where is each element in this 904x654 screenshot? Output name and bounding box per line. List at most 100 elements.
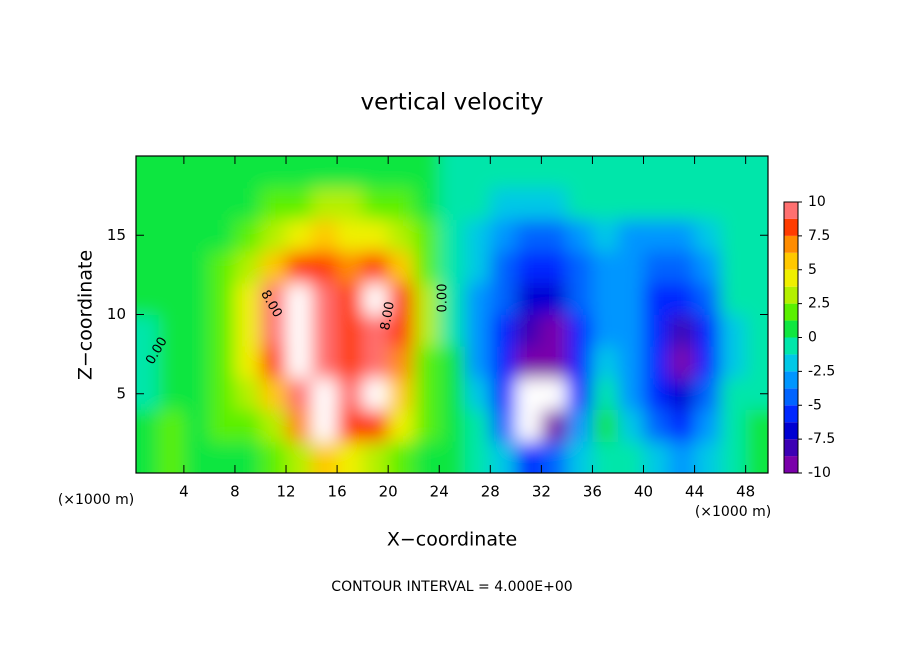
field-cell [388,156,415,189]
field-cell [158,156,185,189]
field-cell [515,441,542,473]
field-cell [515,346,542,379]
field-cell [745,441,768,473]
colorbar-segment [784,235,798,253]
field-cell [260,346,287,379]
field-cell [362,409,389,442]
field-cell [234,187,261,220]
field-cell [566,219,593,252]
field-cell [439,156,466,189]
x-tick-label: 28 [481,483,500,501]
field-cell [745,219,768,252]
field-cell [234,377,261,411]
colorbar-tick-label: 2.5 [808,296,830,312]
field-cell [720,314,747,347]
field-cell [643,346,670,379]
field [136,156,768,473]
field-cell [464,377,491,411]
field-cell [490,441,517,473]
field-cell [643,251,670,284]
field-cell [183,346,210,379]
field-cell [566,346,593,379]
field-cell [388,219,415,252]
field-cell [183,314,210,347]
field-cell [234,219,261,252]
field-cell [592,377,619,411]
field-cell [515,314,542,347]
field-cell [669,282,696,315]
field-cell [617,441,645,473]
field-cell [260,187,287,220]
field-cell [183,187,210,220]
x-tick-label: 16 [328,483,347,501]
field-cell [388,187,415,220]
field-cell [541,156,568,189]
field-cell [694,187,721,220]
field-cell [311,314,338,347]
field-cell [413,251,440,284]
field-cell [643,377,670,411]
field-cell [439,219,466,252]
field-cell [566,377,593,411]
field-cell [617,314,645,347]
field-cell [337,251,364,284]
field-cell [669,314,696,347]
field-cell [439,377,466,411]
field-cell [464,251,491,284]
colorbar-tick-label: 10 [808,194,826,210]
field-cell [464,346,491,379]
field-cell [745,156,768,189]
field-cell [566,156,593,189]
colorbar-segment [784,269,798,287]
field-cell [694,314,721,347]
field-cell [643,219,670,252]
field-cell [464,409,491,442]
field-cell [337,187,364,220]
field-cell [136,219,159,252]
colorbar-segment [784,354,798,372]
y-tick-label: 15 [107,226,126,244]
field-cell [490,282,517,315]
chart-title: vertical velocity [361,90,544,116]
field-cell [669,377,696,411]
field-cell [136,377,159,411]
field-cell [592,251,619,284]
field-cell [158,282,185,315]
field-cell [643,282,670,315]
contour-label: 8.00 [378,300,398,331]
field-cell [694,282,721,315]
field-cell [209,282,236,315]
field-cell [413,219,440,252]
field-cell [592,346,619,379]
field-cell [234,156,261,189]
field-cell [413,156,440,189]
field-cell [260,251,287,284]
field-cell [694,156,721,189]
field-cell [617,377,645,411]
field-cell [136,346,159,379]
field-cell [745,409,768,442]
field-cell [592,282,619,315]
field-cell [234,346,261,379]
field-cell [158,377,185,411]
field-cell [158,346,185,379]
y-tick-label: 10 [107,305,126,323]
x-tick-label: 24 [430,483,449,501]
field-cell [260,441,287,473]
field-cell [490,219,517,252]
field-cell [158,187,185,220]
field-cell [439,282,466,315]
field-cell [388,251,415,284]
field-cell [260,409,287,442]
field-cell [136,187,159,220]
field-cell [234,314,261,347]
field-cell [183,251,210,284]
field-cell [566,187,593,220]
field-cell [388,346,415,379]
colorbar-segment [784,252,798,270]
field-cell [439,314,466,347]
field-cell [669,346,696,379]
x-tick-label: 4 [179,483,189,501]
colorbar-segment [784,405,798,423]
field-cell [515,282,542,315]
